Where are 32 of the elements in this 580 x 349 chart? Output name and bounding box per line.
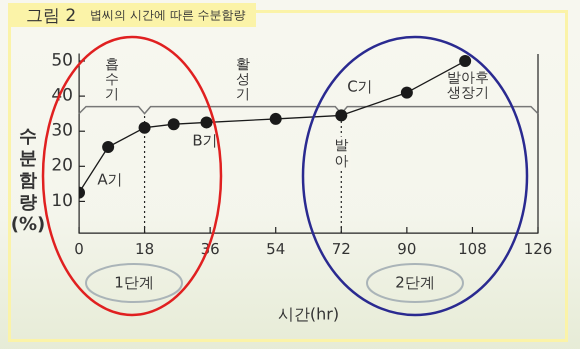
point: [335, 109, 348, 122]
x-tick-label: 108: [458, 240, 487, 258]
point: [168, 118, 180, 130]
point: [102, 141, 114, 154]
annotation: 흡수기: [104, 56, 120, 102]
text: 2단계: [395, 274, 435, 292]
point: [400, 86, 413, 99]
chart-title: 그림 2: [26, 4, 76, 26]
annotation: 활성기: [235, 56, 251, 102]
y-tick-label: 10: [51, 190, 73, 211]
annotation: B기: [192, 132, 218, 150]
x-tick-label: 126: [524, 240, 552, 258]
y-tick-label: 20: [51, 156, 73, 176]
point: [459, 55, 472, 68]
point: [138, 122, 151, 134]
x-tick-label: 54: [266, 240, 286, 258]
chart-subtitle: 볍씨의 시간에 따른 수분함량: [90, 6, 246, 24]
y-tick-label: 50: [51, 50, 73, 70]
x-tick-label: 72: [332, 240, 351, 258]
annotation: 발아후 생장기: [446, 70, 490, 101]
ref-line-label: 발아: [334, 137, 348, 170]
x-tick-label: 90: [397, 240, 416, 258]
point: [200, 116, 212, 128]
annotation: C기: [347, 78, 373, 96]
point: [270, 112, 282, 125]
x-axis-title: 시간(hr): [278, 304, 340, 324]
x-tick-label: 0: [74, 240, 84, 258]
text: 1단계: [114, 274, 154, 292]
y-axis-title: 수분함량(%): [10, 126, 46, 236]
y-tick-label: 30: [51, 120, 73, 141]
annotation: A기: [97, 170, 123, 190]
x-tick-label: 18: [135, 240, 154, 258]
